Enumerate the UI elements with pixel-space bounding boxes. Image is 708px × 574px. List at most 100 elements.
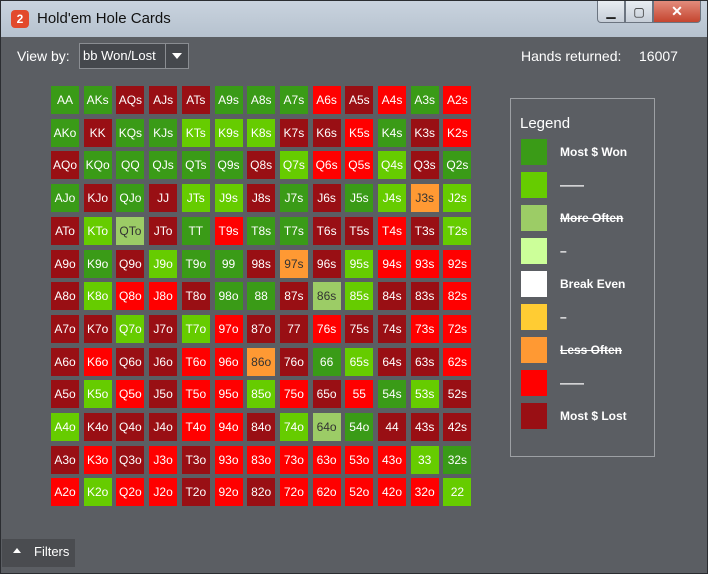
- hand-cell[interactable]: Q8s: [247, 151, 276, 180]
- hand-cell[interactable]: 87s: [279, 282, 308, 311]
- hand-cell[interactable]: 54s: [378, 380, 406, 409]
- hand-cell[interactable]: 42s: [443, 413, 472, 441]
- hand-cell[interactable]: 44: [378, 413, 406, 441]
- hand-cell[interactable]: 54o: [345, 413, 374, 441]
- hand-cell[interactable]: KQs: [116, 118, 145, 147]
- hand-cell[interactable]: TT: [181, 216, 210, 245]
- hand-cell[interactable]: A7s: [279, 86, 308, 114]
- hand-cell[interactable]: Q3s: [410, 151, 439, 180]
- hand-cell[interactable]: 92s: [443, 249, 472, 278]
- hand-cell[interactable]: 64o: [312, 413, 341, 441]
- hand-cell[interactable]: 97s: [279, 249, 308, 278]
- hand-cell[interactable]: 65s: [345, 347, 374, 376]
- hand-cell[interactable]: A9s: [214, 86, 243, 114]
- hand-cell[interactable]: J7o: [149, 314, 178, 343]
- hand-cell[interactable]: K4s: [378, 118, 406, 147]
- hand-cell[interactable]: 52s: [443, 380, 472, 409]
- hand-cell[interactable]: A4o: [51, 413, 79, 441]
- hand-cell[interactable]: K8o: [83, 282, 112, 311]
- hand-cell[interactable]: Q7o: [116, 314, 145, 343]
- hand-cell[interactable]: A8o: [51, 282, 79, 311]
- hand-cell[interactable]: T8s: [247, 216, 276, 245]
- chevron-down-icon[interactable]: [165, 44, 188, 68]
- hand-cell[interactable]: 42o: [378, 478, 406, 507]
- hand-cell[interactable]: T3o: [181, 445, 210, 474]
- hand-cell[interactable]: AJo: [51, 184, 79, 213]
- hand-cell[interactable]: T4o: [181, 413, 210, 441]
- hand-cell[interactable]: 22: [443, 478, 472, 507]
- minimize-button[interactable]: ▁: [597, 1, 625, 23]
- hand-cell[interactable]: J3s: [410, 184, 439, 213]
- hand-cell[interactable]: 92o: [214, 478, 243, 507]
- hand-cell[interactable]: 55: [345, 380, 374, 409]
- hand-cell[interactable]: A3o: [51, 445, 79, 474]
- hand-cell[interactable]: J5s: [345, 184, 374, 213]
- hand-cell[interactable]: ATs: [181, 86, 210, 114]
- hand-cell[interactable]: 76o: [279, 347, 308, 376]
- hand-cell[interactable]: K4o: [83, 413, 112, 441]
- hand-cell[interactable]: A9o: [51, 249, 79, 278]
- hand-cell[interactable]: QTo: [116, 216, 145, 245]
- hand-cell[interactable]: 32s: [443, 445, 472, 474]
- hand-cell[interactable]: T2o: [181, 478, 210, 507]
- maximize-button[interactable]: ▢: [625, 1, 653, 23]
- hand-cell[interactable]: QTs: [181, 151, 210, 180]
- hand-cell[interactable]: 99: [214, 249, 243, 278]
- hand-cell[interactable]: 97o: [214, 314, 243, 343]
- hand-cell[interactable]: AJs: [149, 86, 178, 114]
- hand-cell[interactable]: K6o: [83, 347, 112, 376]
- hand-cell[interactable]: 96o: [214, 347, 243, 376]
- hand-cell[interactable]: 96s: [312, 249, 341, 278]
- hand-cell[interactable]: Q6s: [312, 151, 341, 180]
- hand-cell[interactable]: T5o: [181, 380, 210, 409]
- hand-cell[interactable]: A8s: [247, 86, 276, 114]
- hand-cell[interactable]: 77: [279, 314, 308, 343]
- hand-cell[interactable]: 62s: [443, 347, 472, 376]
- hand-cell[interactable]: 82o: [247, 478, 276, 507]
- hand-cell[interactable]: A2o: [51, 478, 79, 507]
- hand-cell[interactable]: AKo: [51, 118, 79, 147]
- hand-cell[interactable]: 98s: [247, 249, 276, 278]
- hand-cell[interactable]: J2o: [149, 478, 178, 507]
- hand-cell[interactable]: 43o: [378, 445, 406, 474]
- hand-cell[interactable]: 84o: [247, 413, 276, 441]
- hand-cell[interactable]: K9s: [214, 118, 243, 147]
- hand-cell[interactable]: T7o: [181, 314, 210, 343]
- hand-cell[interactable]: J3o: [149, 445, 178, 474]
- hand-cell[interactable]: Q9o: [116, 249, 145, 278]
- hand-cell[interactable]: 88: [247, 282, 276, 311]
- hand-cell[interactable]: A7o: [51, 314, 79, 343]
- hand-cell[interactable]: Q3o: [116, 445, 145, 474]
- hand-cell[interactable]: A5o: [51, 380, 79, 409]
- hand-cell[interactable]: AA: [51, 86, 79, 114]
- hand-cell[interactable]: J7s: [279, 184, 308, 213]
- hand-cell[interactable]: 65o: [312, 380, 341, 409]
- hand-cell[interactable]: J8s: [247, 184, 276, 213]
- hand-cell[interactable]: J4o: [149, 413, 178, 441]
- hand-cell[interactable]: J6s: [312, 184, 341, 213]
- hand-cell[interactable]: K3o: [83, 445, 112, 474]
- hand-cell[interactable]: 83s: [410, 282, 439, 311]
- hand-cell[interactable]: J8o: [149, 282, 178, 311]
- hand-cell[interactable]: KK: [83, 118, 112, 147]
- hand-cell[interactable]: T9o: [181, 249, 210, 278]
- hand-cell[interactable]: 63s: [410, 347, 439, 376]
- hand-cell[interactable]: 86s: [312, 282, 341, 311]
- hand-cell[interactable]: A6o: [51, 347, 79, 376]
- hand-cell[interactable]: 76s: [312, 314, 341, 343]
- hand-cell[interactable]: A4s: [378, 86, 406, 114]
- hand-cell[interactable]: 83o: [247, 445, 276, 474]
- hand-cell[interactable]: 84s: [378, 282, 406, 311]
- hand-cell[interactable]: K8s: [247, 118, 276, 147]
- hand-cell[interactable]: 62o: [312, 478, 341, 507]
- hand-cell[interactable]: Q4s: [378, 151, 406, 180]
- hand-cell[interactable]: 33: [410, 445, 439, 474]
- hand-cell[interactable]: ATo: [51, 216, 79, 245]
- hand-cell[interactable]: QQ: [116, 151, 145, 180]
- hand-cell[interactable]: Q2o: [116, 478, 145, 507]
- hand-cell[interactable]: KJs: [149, 118, 178, 147]
- hand-cell[interactable]: 72s: [443, 314, 472, 343]
- hand-cell[interactable]: Q6o: [116, 347, 145, 376]
- hand-cell[interactable]: 53o: [345, 445, 374, 474]
- hand-cell[interactable]: 73s: [410, 314, 439, 343]
